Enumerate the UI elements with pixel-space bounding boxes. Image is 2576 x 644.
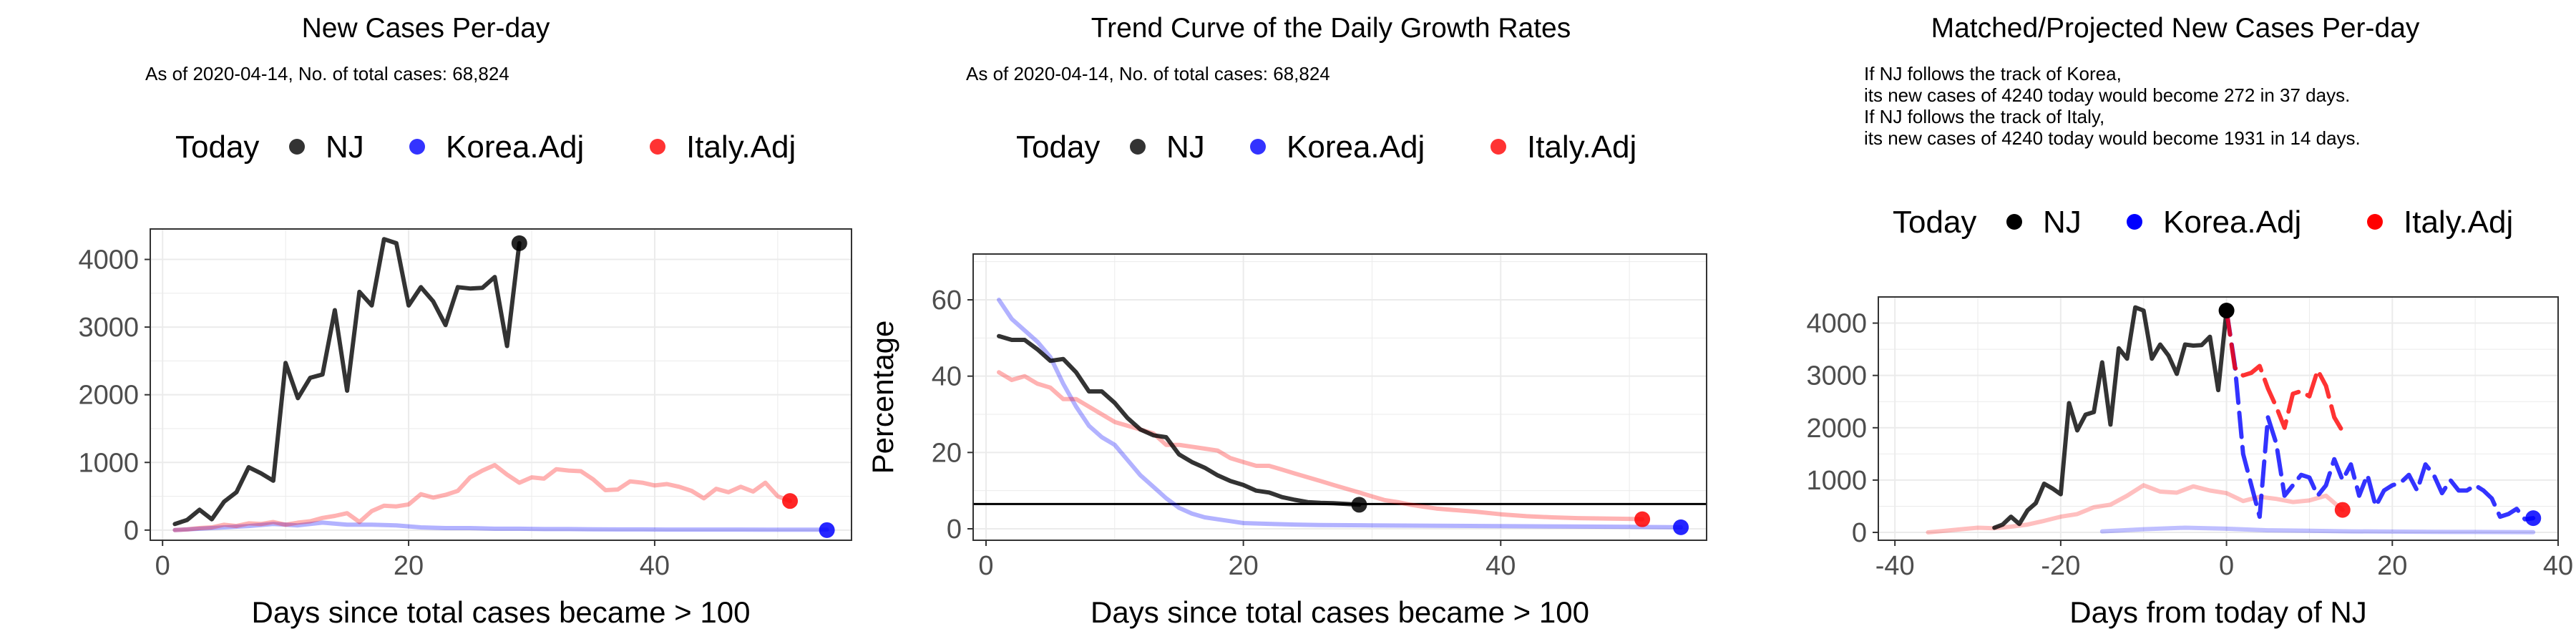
x-tick-label: 20 <box>2377 551 2407 581</box>
x-axis-label: Days since total cases became > 100 <box>252 595 751 629</box>
legend-marker-nj <box>2006 214 2022 230</box>
legend-title: Today <box>1016 130 1100 165</box>
legend-label: Korea.Adj <box>1287 130 1425 165</box>
chart-title: Trend Curve of the Daily Growth Rates <box>1091 13 1571 44</box>
legend-label: Italy.Adj <box>1527 130 1636 165</box>
x-tick-label: 20 <box>394 551 424 581</box>
legend-marker-italy <box>1491 139 1506 155</box>
today-point-korea <box>819 522 835 538</box>
legend: Today NJ Korea.Adj Italy.Adj <box>175 130 796 165</box>
x-tick-label: -20 <box>2041 551 2080 581</box>
x-tick-label: 0 <box>155 551 170 581</box>
y-tick-label: 0 <box>124 516 139 546</box>
chart-3: Matched/Projected New Cases Per-day If NJ… <box>1806 13 2573 629</box>
x-tick-label: 40 <box>640 551 670 581</box>
chart-subtitle: its new cases of 4240 today would become… <box>1864 84 2350 106</box>
x-axis-label: Days since total cases became > 100 <box>1091 595 1589 629</box>
legend: Today NJ Korea.Adj Italy.Adj <box>1016 130 1636 165</box>
today-point-korea <box>1673 519 1689 535</box>
chart-title: Matched/Projected New Cases Per-day <box>1931 13 2420 44</box>
plot-border <box>150 228 852 541</box>
series-line-korea-adj <box>2099 525 2536 535</box>
legend-marker-korea <box>2127 214 2142 230</box>
today-point-italy <box>2334 502 2351 518</box>
today-point-italy <box>1634 511 1651 527</box>
y-tick-label: 0 <box>1852 518 1867 548</box>
x-tick-label: 40 <box>2543 551 2573 581</box>
x-tick-label: 0 <box>2219 551 2234 581</box>
y-tick-label: 60 <box>932 286 962 316</box>
legend-marker-korea <box>409 139 425 155</box>
plot-area <box>150 229 852 540</box>
legend-label: NJ <box>1166 130 1205 165</box>
y-tick-label: 2000 <box>1806 414 1867 444</box>
series-line-korea-adj <box>172 520 829 532</box>
y-tick-label: 3000 <box>1806 361 1867 391</box>
series-line-korea-proj <box>2224 308 2536 522</box>
series-line-nj <box>997 333 1362 507</box>
chart-title: New Cases Per-day <box>302 13 550 44</box>
series-line-italy-adj <box>997 370 1645 522</box>
legend-title: Today <box>1893 205 1976 240</box>
series-line-italy-adj <box>172 463 792 532</box>
y-axis-label: Percentage <box>866 321 899 474</box>
y-tick-label: 2000 <box>78 381 139 411</box>
y-tick-label: 4000 <box>78 245 139 275</box>
legend-label: NJ <box>326 130 364 165</box>
legend-label: Korea.Adj <box>446 130 584 165</box>
y-tick-label: 40 <box>932 362 962 392</box>
plot-area <box>1878 297 2558 540</box>
series-line-italy-proj <box>2224 308 2345 434</box>
y-tick-label: 0 <box>947 514 962 545</box>
series-line-nj <box>172 237 522 527</box>
plot-area <box>973 254 1707 540</box>
x-tick-label: 20 <box>1228 551 1258 581</box>
x-axis-label: Days from today of NJ <box>2069 595 2366 629</box>
y-tick-label: 1000 <box>78 448 139 478</box>
today-point-nj <box>511 235 527 251</box>
chart-subtitle: If NJ follows the track of Korea, <box>1864 63 2122 84</box>
legend-label: NJ <box>2043 205 2082 240</box>
y-tick-label: 20 <box>932 438 962 468</box>
plot-border <box>972 253 1707 541</box>
today-point-nj <box>2218 303 2235 319</box>
chart-subtitle: As of 2020-04-14, No. of total cases: 68… <box>145 63 509 84</box>
chart-subtitle: its new cases of 4240 today would become… <box>1864 127 2361 149</box>
legend-marker-nj <box>1130 139 1146 155</box>
chart-subtitle: If NJ follows the track of Italy, <box>1864 106 2104 127</box>
legend: Today NJ Korea.Adj Italy.Adj <box>1893 205 2513 240</box>
y-tick-label: 4000 <box>1806 309 1867 339</box>
chart-2: Trend Curve of the Daily Growth Rates As … <box>866 13 1707 629</box>
legend-marker-italy <box>650 139 665 155</box>
today-point-nj <box>1351 497 1367 513</box>
x-tick-label: -40 <box>1875 551 1915 581</box>
y-tick-label: 3000 <box>78 313 139 343</box>
chart-subtitle: As of 2020-04-14, No. of total cases: 68… <box>966 63 1330 84</box>
x-tick-label: 40 <box>1485 551 1516 581</box>
legend-label: Italy.Adj <box>2404 205 2513 240</box>
legend-title: Today <box>175 130 259 165</box>
legend-label: Korea.Adj <box>2163 205 2301 240</box>
plot-border <box>1878 296 2559 541</box>
today-point-italy <box>782 493 799 509</box>
series-line-nj <box>1992 305 2229 530</box>
legend-marker-italy <box>2367 214 2383 230</box>
chart-1: New Cases Per-day As of 2020-04-14, No. o… <box>78 13 852 629</box>
legend-marker-nj <box>289 139 305 155</box>
x-tick-label: 0 <box>978 551 993 581</box>
today-point-korea <box>2525 510 2542 527</box>
legend-marker-korea <box>1250 139 1266 155</box>
y-tick-label: 1000 <box>1806 466 1867 496</box>
series-line-korea-adj <box>997 298 1683 530</box>
legend-label: Italy.Adj <box>686 130 796 165</box>
